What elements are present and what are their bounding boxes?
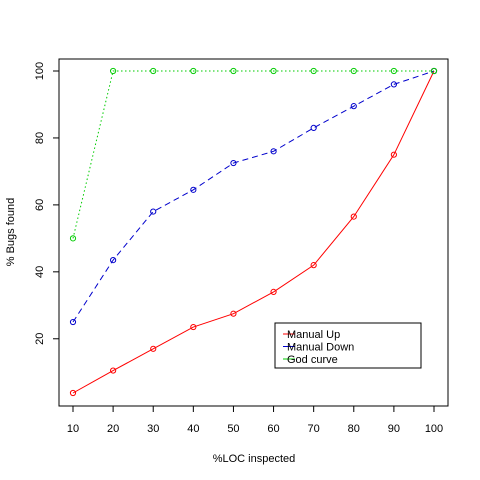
x-tick-label: 80	[348, 423, 360, 435]
data-point-manual-up	[310, 262, 317, 269]
data-point-manual-down	[110, 257, 117, 264]
data-point-manual-down	[310, 124, 317, 132]
plot-frame	[58, 58, 449, 407]
x-tick-label: 100	[425, 423, 443, 435]
y-tick-label: 40	[34, 266, 46, 278]
x-tick-label: 40	[187, 423, 199, 435]
data-point-god-curve	[310, 67, 317, 75]
data-point-god-curve	[270, 67, 277, 75]
data-point-manual-up	[69, 389, 77, 397]
legend-box	[274, 322, 422, 369]
data-point-manual-up	[390, 151, 397, 158]
data-point-manual-down	[230, 159, 237, 167]
data-point-manual-down	[270, 148, 277, 155]
x-axis-title: %LOC inspected	[213, 453, 296, 465]
x-tick-label: 50	[227, 423, 239, 435]
data-point-manual-up	[230, 310, 237, 317]
series-line-manual-up	[72, 70, 435, 394]
data-point-god-curve	[390, 67, 397, 75]
series-manual-down	[69, 67, 438, 326]
data-point-god-curve	[430, 67, 438, 75]
y-axis-title: % Bugs found	[5, 198, 17, 267]
data-point-manual-up	[150, 345, 157, 352]
data-point-manual-down	[69, 318, 77, 326]
y-tick-label: 80	[34, 132, 46, 144]
series-line-manual-down	[72, 70, 435, 323]
legend-label-manual-down: Manual Down	[287, 342, 354, 354]
data-point-god-curve	[150, 67, 157, 75]
y-tick-label: 60	[34, 199, 46, 211]
data-point-manual-up	[270, 288, 277, 296]
y-tick-label: 100	[34, 62, 46, 80]
axes: 10 20 30 40 50 60 70 80 90 100 20 40 60 80 100	[34, 58, 449, 435]
x-tick-label: 60	[267, 423, 279, 435]
series-line-god-curve	[72, 70, 434, 239]
plot-area	[69, 67, 438, 397]
data-point-god-curve	[190, 67, 197, 75]
x-tick-label: 90	[388, 423, 400, 435]
data-point-manual-down	[150, 208, 157, 215]
data-point-god-curve	[110, 67, 117, 75]
series-god-curve	[69, 67, 438, 242]
legend-label-manual-up: Manual Up	[287, 329, 340, 341]
data-point-god-curve	[230, 67, 237, 75]
y-tick-label: 20	[34, 333, 46, 345]
data-point-god-curve	[69, 235, 77, 242]
x-tick-label: 10	[67, 423, 79, 435]
x-tick-label: 30	[147, 423, 159, 435]
data-point-manual-down	[390, 81, 397, 88]
data-point-manual-down	[190, 186, 197, 193]
legend-label-god-curve: God curve	[287, 354, 338, 366]
data-point-god-curve	[350, 67, 357, 75]
x-tick-label: 20	[107, 423, 119, 435]
data-point-manual-up	[350, 213, 357, 220]
data-point-manual-up	[190, 323, 197, 331]
x-tick-label: 70	[308, 423, 320, 435]
data-point-manual-down	[350, 103, 357, 110]
data-point-manual-up	[110, 367, 117, 374]
